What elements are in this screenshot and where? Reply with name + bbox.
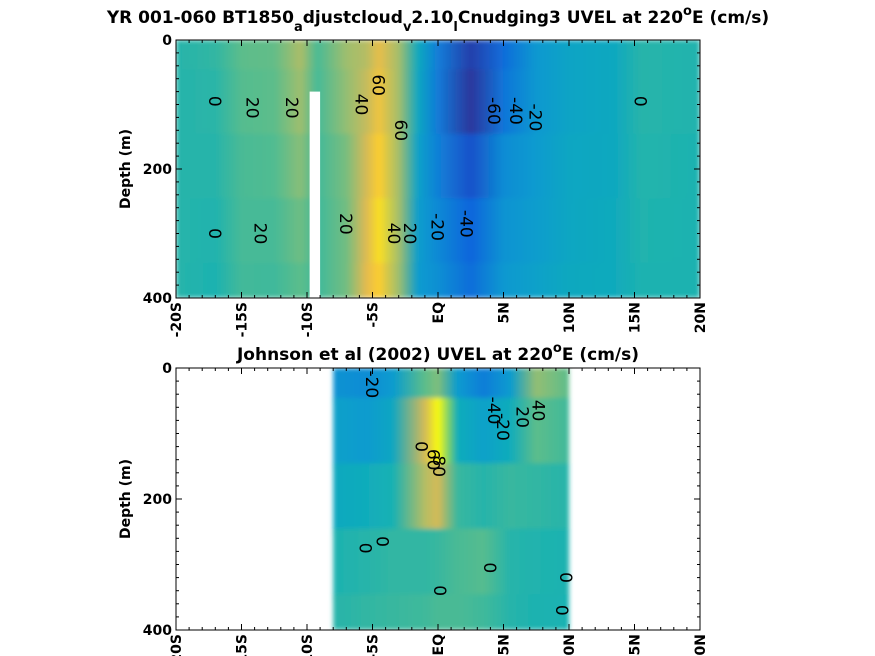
contour-label: -20 (525, 104, 545, 132)
contour-label: 80 (428, 455, 448, 477)
x-tick-label: 20N (693, 634, 709, 656)
contour-label: -40 (505, 97, 525, 125)
y-tick-label: 200 (143, 162, 172, 178)
heatmap-band-2 (333, 463, 569, 535)
heatmap-bands (176, 40, 700, 298)
x-tick-label: -10S (300, 302, 316, 337)
contour-label: 0 (479, 562, 499, 573)
x-tick-label: 15N (628, 302, 644, 333)
heatmap-band-4 (333, 594, 569, 630)
contour-label: 40 (350, 94, 370, 116)
x-tick-label: -15S (235, 634, 251, 656)
heatmap-band-2 (176, 133, 700, 205)
y-tick-label: 200 (143, 492, 172, 508)
bottom-heatmap (333, 368, 569, 630)
y-tick-label: 400 (143, 623, 172, 639)
contour-label: 0 (371, 536, 391, 547)
contour-label: 60 (368, 74, 388, 96)
contour-label: 0 (429, 585, 449, 596)
heatmap-band-3 (333, 528, 569, 601)
contour-label: 20 (399, 223, 419, 245)
x-tick-label: EQ (431, 634, 447, 656)
heatmap-band-1 (176, 69, 700, 140)
x-tick-label: 15N (628, 634, 644, 656)
top-data-gap (309, 91, 321, 298)
heatmap-band-1 (333, 397, 569, 470)
contour-label: 0 (551, 605, 571, 616)
x-tick-label: 10N (562, 302, 578, 333)
x-tick-label: -20S (169, 302, 185, 337)
x-tick-label: -20S (169, 634, 185, 656)
x-tick-label: -10S (300, 634, 316, 656)
bottom-y-axis-label: Depth (m) (118, 459, 134, 539)
x-tick-label: 5N (497, 634, 513, 655)
contour-label: -60 (483, 97, 503, 125)
contour-label: -20 (361, 370, 381, 398)
contour-label: 20 (335, 213, 355, 235)
contour-label: 60 (390, 119, 410, 141)
x-tick-label: -5S (366, 302, 382, 328)
contour-label: 0 (204, 228, 224, 239)
top-panel: YR 001-060 BT1850adjustcloudv2.10lCnudgi… (106, 4, 769, 337)
x-tick-label: EQ (431, 302, 447, 324)
contour-label: 0 (354, 543, 374, 554)
contour-label: 0 (630, 96, 650, 107)
contour-label: 0 (555, 572, 575, 583)
x-tick-label: 5N (497, 302, 513, 323)
contour-label: -20 (426, 213, 446, 241)
heatmap-band-3 (176, 198, 700, 269)
contour-label: 20 (512, 406, 532, 428)
contour-label: -20 (492, 413, 512, 441)
contour-label: 40 (383, 223, 403, 245)
x-tick-label: -15S (235, 302, 251, 337)
top-panel-title: YR 001-060 BT1850adjustcloudv2.10lCnudgi… (106, 4, 769, 35)
y-tick-label: 0 (162, 33, 172, 49)
contour-label: -40 (455, 210, 475, 238)
contour-label: 40 (527, 400, 547, 422)
contour-label: 0 (411, 441, 431, 452)
y-tick-label: 400 (143, 291, 172, 307)
contour-label: 20 (281, 97, 301, 119)
x-tick-label: 20N (693, 302, 709, 333)
y-tick-label: 0 (162, 361, 172, 377)
contour-label: 20 (250, 223, 270, 245)
top-y-axis-label: Depth (m) (118, 129, 134, 209)
x-tick-label: 10N (562, 634, 578, 656)
bottom-panel: Johnson et al (2002) UVEL at 220oE (cm/s… (118, 341, 709, 656)
data-gap (309, 91, 321, 298)
contour-label: 20 (242, 97, 262, 119)
contour-label: 60 (423, 449, 443, 471)
bottom-panel-title: Johnson et al (2002) UVEL at 220oE (cm/s… (236, 341, 639, 365)
heatmap-bands (333, 368, 569, 630)
contour-label: 0 (204, 96, 224, 107)
x-tick-label: -5S (366, 634, 382, 656)
contour-label: -40 (483, 397, 503, 425)
top-heatmap (176, 40, 700, 298)
